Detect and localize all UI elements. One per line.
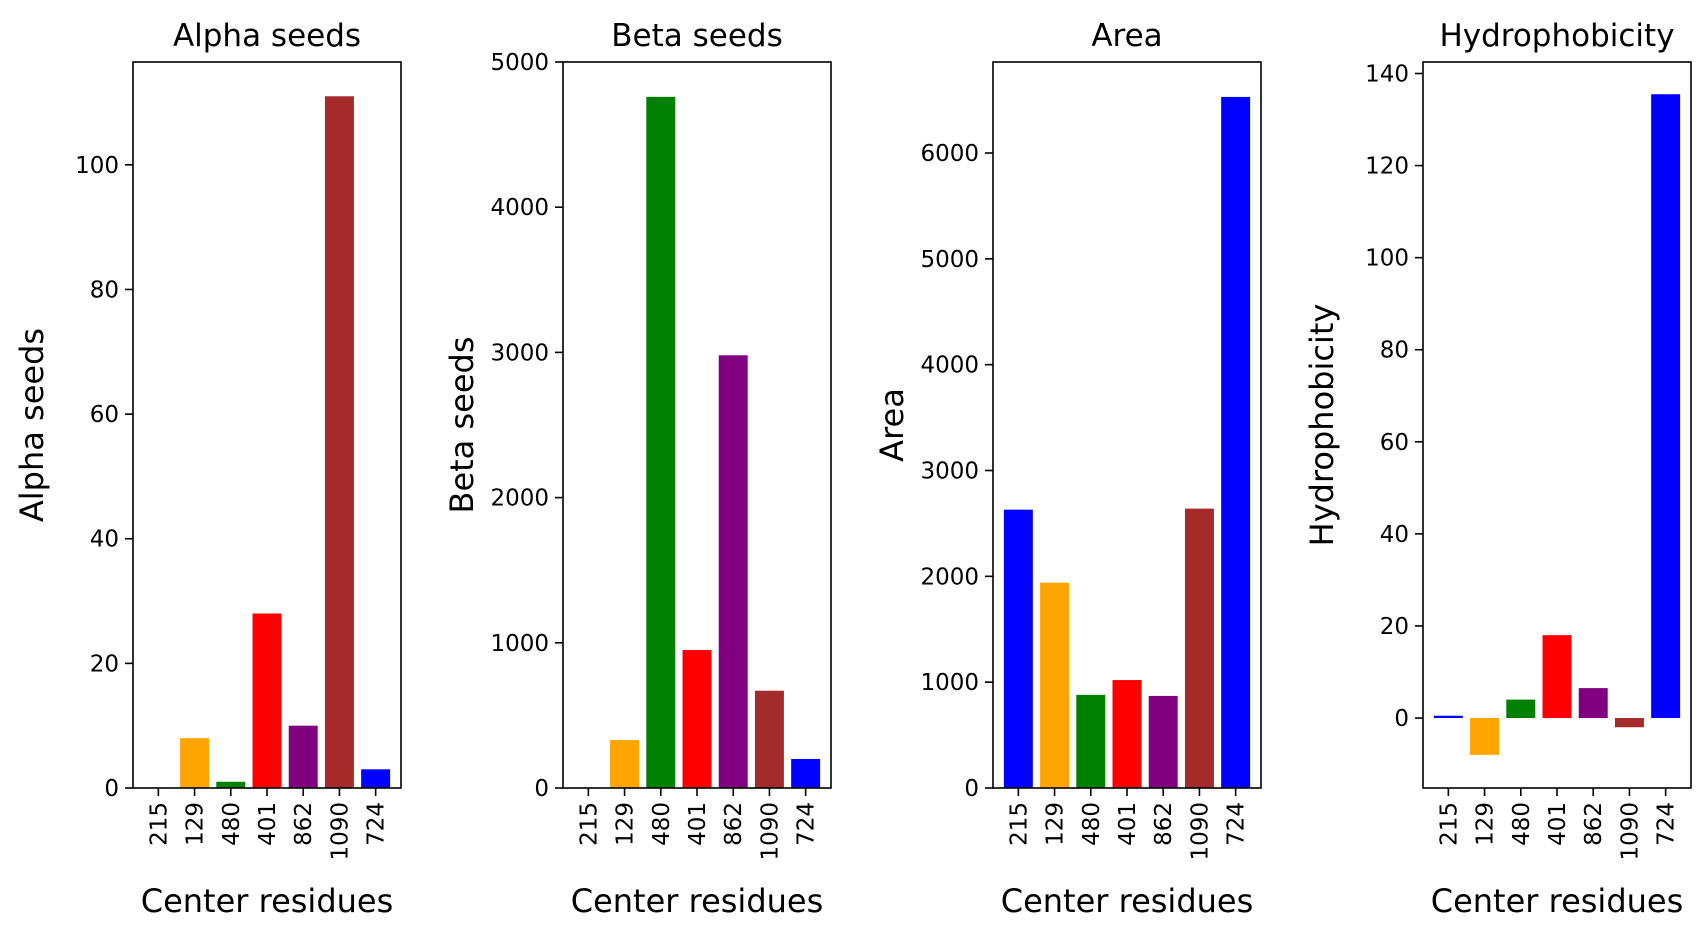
x-tick-label-862: 862 xyxy=(291,802,317,846)
x-tick-label-401: 401 xyxy=(1115,802,1141,846)
y-tick-label: 80 xyxy=(90,277,119,303)
y-axis-label: Area xyxy=(873,388,911,462)
x-axis-label: Center residues xyxy=(1001,882,1254,920)
bar-401 xyxy=(1112,680,1142,788)
y-tick-label: 60 xyxy=(90,402,119,428)
x-tick-label-1090: 1090 xyxy=(327,802,353,861)
bar-1090 xyxy=(754,690,784,788)
bar-401 xyxy=(682,650,712,788)
y-tick-label: 20 xyxy=(1380,614,1409,640)
axes-frame xyxy=(992,61,1262,789)
bar-480 xyxy=(1076,694,1106,788)
bar-862 xyxy=(1578,688,1608,719)
bar-862 xyxy=(1148,695,1178,788)
bar-480 xyxy=(1506,699,1536,719)
bar-862 xyxy=(288,725,318,788)
chart-panel-4: 0 20 40 60 80 100 120 140 215 129 480 401 862 1090 724… xyxy=(1303,18,1692,920)
bar-129 xyxy=(1040,582,1070,788)
y-tick-label: 0 xyxy=(964,776,979,802)
x-tick-label-724: 724 xyxy=(1654,802,1680,846)
y-axis-label: Alpha seeds xyxy=(13,328,51,522)
panel-title: Area xyxy=(1091,18,1162,54)
y-tick-label: 3000 xyxy=(490,340,549,366)
y-tick-label: 1000 xyxy=(490,631,549,657)
x-tick-label-1090: 1090 xyxy=(757,802,783,861)
bar-724 xyxy=(1221,96,1251,789)
y-tick-label: 40 xyxy=(90,527,119,553)
x-tick-label-401: 401 xyxy=(685,802,711,846)
x-tick-label-129: 129 xyxy=(613,802,639,846)
panel-title: Alpha seeds xyxy=(173,18,361,54)
bar-1090 xyxy=(1614,718,1644,728)
y-tick-label: 20 xyxy=(90,651,119,677)
x-tick-label-724: 724 xyxy=(364,802,390,846)
bar-215 xyxy=(1003,509,1033,788)
bar-724 xyxy=(361,769,391,788)
y-tick-label: 6000 xyxy=(920,141,979,167)
panel-title: Hydrophobicity xyxy=(1439,18,1674,54)
y-tick-label: 140 xyxy=(1365,62,1409,88)
x-tick-label-862: 862 xyxy=(721,802,747,846)
y-tick-label: 2000 xyxy=(920,564,979,590)
x-tick-label-129: 129 xyxy=(183,802,209,846)
bar-129 xyxy=(180,738,210,788)
y-tick-label: 100 xyxy=(1365,246,1409,272)
x-tick-label-862: 862 xyxy=(1151,802,1177,846)
panel-title: Beta seeds xyxy=(611,18,782,54)
x-tick-label-129: 129 xyxy=(1043,802,1069,846)
bar-724 xyxy=(1651,94,1681,719)
y-axis-label: Hydrophobicity xyxy=(1303,304,1341,547)
bar-862 xyxy=(718,355,748,788)
x-tick-label-215: 215 xyxy=(1006,802,1032,846)
x-tick-label-480: 480 xyxy=(1079,802,1105,846)
y-tick-label: 100 xyxy=(75,153,119,179)
y-tick-label: 1000 xyxy=(920,670,979,696)
bar-401 xyxy=(252,613,282,788)
bar-1090 xyxy=(324,96,354,788)
bar-401 xyxy=(1542,635,1572,719)
x-tick-label-129: 129 xyxy=(1473,802,1499,846)
y-tick-label: 0 xyxy=(104,776,119,802)
y-tick-label: 5000 xyxy=(920,247,979,273)
x-tick-label-480: 480 xyxy=(1509,802,1535,846)
y-tick-label: 40 xyxy=(1380,522,1409,548)
bar-129 xyxy=(610,740,640,788)
x-tick-label-401: 401 xyxy=(255,802,281,846)
chart-panel-1: 0 20 40 60 80 100 215 129 480 401 862 1090 724 Alpha … xyxy=(13,18,402,920)
y-tick-label: 0 xyxy=(534,776,549,802)
y-tick-label: 2000 xyxy=(490,486,549,512)
x-axis-label: Center residues xyxy=(141,882,394,920)
x-tick-label-480: 480 xyxy=(649,802,675,846)
chart-panel-3: 0 1000 2000 3000 4000 5000 6000 215 129 480 401 862… xyxy=(873,18,1262,920)
y-tick-label: 4000 xyxy=(920,353,979,379)
x-tick-label-480: 480 xyxy=(219,802,245,846)
x-axis-label: Center residues xyxy=(571,882,824,920)
bar-129 xyxy=(1470,718,1500,755)
x-tick-label-215: 215 xyxy=(576,802,602,846)
y-tick-label: 80 xyxy=(1380,338,1409,364)
y-axis-label: Beta seeds xyxy=(443,337,481,514)
x-tick-label-862: 862 xyxy=(1581,802,1607,846)
x-tick-label-724: 724 xyxy=(1224,802,1250,846)
bar-215 xyxy=(1433,715,1463,719)
y-tick-label: 120 xyxy=(1365,154,1409,180)
x-tick-label-1090: 1090 xyxy=(1187,802,1213,861)
x-tick-label-724: 724 xyxy=(794,802,820,846)
chart-panel-2: 0 1000 2000 3000 4000 5000 215 129 480 401 862 1090… xyxy=(443,18,832,920)
y-tick-label: 3000 xyxy=(920,459,979,485)
bar-724 xyxy=(791,758,821,788)
x-tick-label-1090: 1090 xyxy=(1617,802,1643,861)
y-tick-label: 4000 xyxy=(490,195,549,221)
x-axis-label: Center residues xyxy=(1431,882,1684,920)
bar-480 xyxy=(646,96,676,789)
bar-480 xyxy=(216,781,246,788)
x-tick-label-215: 215 xyxy=(1436,802,1462,846)
x-tick-label-215: 215 xyxy=(146,802,172,846)
x-tick-label-401: 401 xyxy=(1545,802,1571,846)
y-tick-label: 0 xyxy=(1394,706,1409,732)
y-tick-label: 60 xyxy=(1380,430,1409,456)
y-tick-label: 5000 xyxy=(490,50,549,76)
bar-1090 xyxy=(1184,508,1214,788)
